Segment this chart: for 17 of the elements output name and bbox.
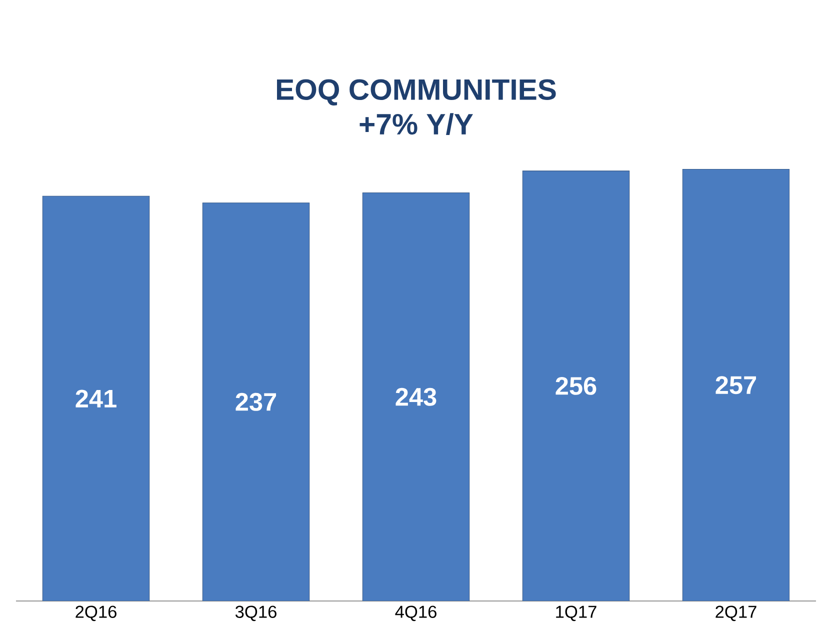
data-label: 241	[76, 390, 116, 408]
data-label: 257	[716, 376, 756, 394]
data-label: 256	[556, 376, 596, 395]
data-label: 237	[236, 392, 276, 411]
bar	[682, 168, 790, 601]
x-tick-label: 2Q16	[76, 606, 116, 622]
bar	[202, 202, 310, 601]
x-tick-label: 1Q17	[556, 606, 596, 622]
bar	[522, 170, 630, 601]
chart-subtitle: +7% Y/Y	[360, 113, 473, 135]
chart-title: EOQ COMMUNITIES	[277, 79, 556, 106]
bar	[362, 192, 470, 601]
x-tick-label: 4Q16	[395, 606, 436, 622]
x-tick-label: 3Q16	[235, 606, 276, 622]
bar	[42, 196, 150, 601]
data-label: 243	[396, 388, 436, 406]
x-tick-label: 2Q17	[716, 606, 756, 622]
